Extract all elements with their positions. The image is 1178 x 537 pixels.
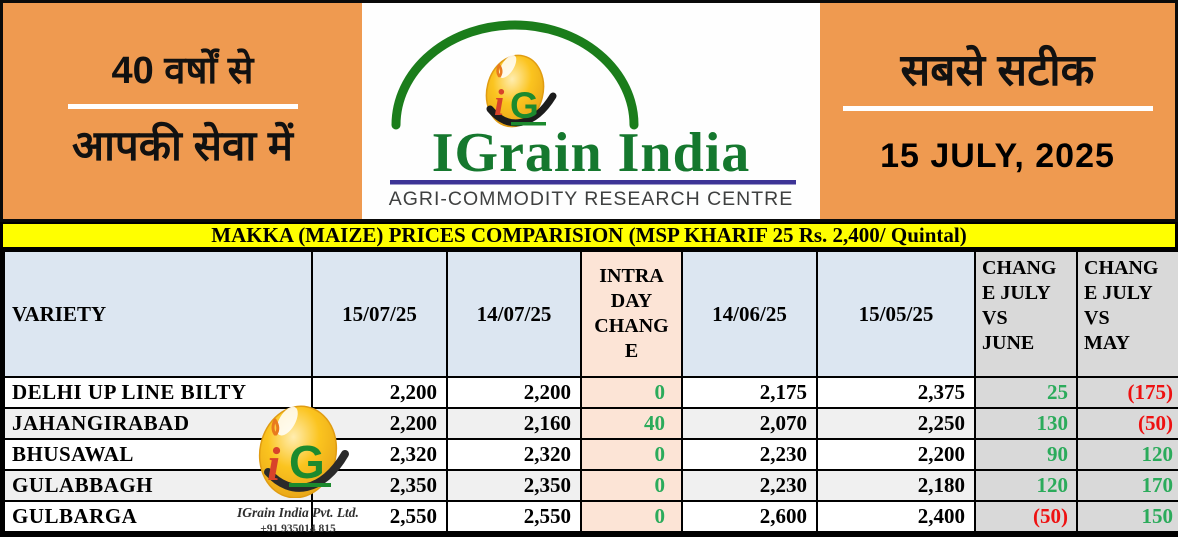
value-cell: 2,200	[311, 376, 448, 409]
variety-cell: GULABBAGH	[3, 469, 313, 502]
value-cell: 0	[580, 469, 683, 502]
value-cell: 2,400	[816, 500, 976, 533]
value-cell: 0	[580, 376, 683, 409]
value-cell: 2,230	[681, 438, 818, 471]
col-header-variety: VARIETY	[3, 250, 313, 378]
table-row: BHUSAWAL 2,320 2,320 0 2,230 2,200 90 120	[3, 438, 1178, 471]
value-cell: 2,550	[446, 500, 582, 533]
value-cell: 2,160	[446, 407, 582, 440]
col-header-date-140725: 14/07/25	[446, 250, 582, 378]
col-header-change-july-may: CHANG E JULY VS MAY	[1076, 250, 1178, 378]
brand-underline	[390, 180, 796, 185]
value-cell: 120	[1076, 438, 1178, 471]
brand-tagline: AGRI-COMMODITY RESEARCH CENTRE	[389, 188, 794, 210]
value-cell: 90	[974, 438, 1078, 471]
header-banner: 40 वर्षों से आपकी सेवा में	[0, 0, 1178, 222]
value-cell: 25	[974, 376, 1078, 409]
variety-cell: GULBARGA	[3, 500, 313, 533]
logo-monogram-g: G	[510, 85, 539, 126]
value-cell: 2,200	[311, 407, 448, 440]
logo-arch-icon	[391, 20, 639, 130]
value-cell: 0	[580, 438, 683, 471]
col-header-intraday-change: INTRA DAY CHANG E	[580, 250, 683, 378]
banner-left-divider	[67, 104, 298, 110]
table-row: GULBARGA 2,550 2,550 0 2,600 2,400 (50) 150	[3, 500, 1178, 533]
value-cell: 2,320	[446, 438, 582, 471]
banner-logo-panel: i G IGrain India AGRI-COMMODITY RESEARCH…	[362, 3, 820, 219]
value-cell: 2,350	[311, 469, 448, 502]
value-cell: 170	[1076, 469, 1178, 502]
value-cell: 120	[974, 469, 1078, 502]
value-cell: 2,175	[681, 376, 818, 409]
table-row: JAHANGIRABAD 2,200 2,160 40 2,070 2,250 130 (50…	[3, 407, 1178, 440]
header-row: VARIETY 15/07/25 14/07/25 INTRA DAY CHAN…	[3, 250, 1178, 378]
banner-left-tagline-line2: आपकी सेवा में	[72, 122, 293, 170]
value-cell: 40	[580, 407, 683, 440]
price-table-section: MAKKA (MAIZE) PRICES COMPARISION (MSP KH…	[0, 222, 1178, 537]
value-cell: 0	[580, 500, 683, 533]
banner-right-panel: सबसे सटीक 15 JULY, 2025	[820, 3, 1175, 219]
brand-name: IGrain India	[432, 122, 751, 184]
value-cell: 2,550	[311, 500, 448, 533]
col-header-date-140625: 14/06/25	[681, 250, 818, 378]
igrain-logo: i G IGrain India AGRI-COMMODITY RESEARCH…	[389, 20, 796, 210]
table-row: GULABBAGH 2,350 2,350 0 2,230 2,180 120 170	[3, 469, 1178, 502]
value-cell: (175)	[1076, 376, 1178, 409]
banner-right-divider	[842, 106, 1153, 112]
col-header-date-150525: 15/05/25	[816, 250, 976, 378]
value-cell: 2,375	[816, 376, 976, 409]
banner-left-tagline-line1: 40 वर्षों से	[111, 50, 254, 93]
value-cell: (50)	[1076, 407, 1178, 440]
monogram-underline	[511, 122, 546, 126]
table-body: DELHI UP LINE BILTY 2,200 2,200 0 2,175 2,375…	[3, 376, 1178, 533]
banner-right-tagline: सबसे सटीक	[900, 45, 1095, 95]
value-cell: 2,250	[816, 407, 976, 440]
variety-cell: DELHI UP LINE BILTY	[3, 376, 313, 409]
table-title: MAKKA (MAIZE) PRICES COMPARISION (MSP KH…	[3, 222, 1175, 250]
value-cell: 2,200	[816, 438, 976, 471]
value-cell: 2,350	[446, 469, 582, 502]
banner-left-panel: 40 वर्षों से आपकी सेवा में	[3, 3, 362, 219]
table-row: DELHI UP LINE BILTY 2,200 2,200 0 2,175 2,375…	[3, 376, 1178, 409]
report-date: 15 JULY, 2025	[880, 137, 1115, 176]
value-cell: 2,070	[681, 407, 818, 440]
value-cell: 2,600	[681, 500, 818, 533]
value-cell: (50)	[974, 500, 1078, 533]
variety-cell: BHUSAWAL	[3, 438, 313, 471]
col-header-date-150725: 15/07/25	[311, 250, 448, 378]
col-header-change-july-june: CHANG E JULY VS JUNE	[974, 250, 1078, 378]
value-cell: 2,230	[681, 469, 818, 502]
value-cell: 2,320	[311, 438, 448, 471]
logo-monogram-i: i	[494, 83, 505, 124]
value-cell: 2,180	[816, 469, 976, 502]
value-cell: 130	[974, 407, 1078, 440]
wheat-sprig-icon	[496, 63, 503, 78]
variety-cell: JAHANGIRABAD	[3, 407, 313, 440]
price-table: VARIETY 15/07/25 14/07/25 INTRA DAY CHAN…	[3, 250, 1178, 533]
value-cell: 150	[1076, 500, 1178, 533]
value-cell: 2,200	[446, 376, 582, 409]
